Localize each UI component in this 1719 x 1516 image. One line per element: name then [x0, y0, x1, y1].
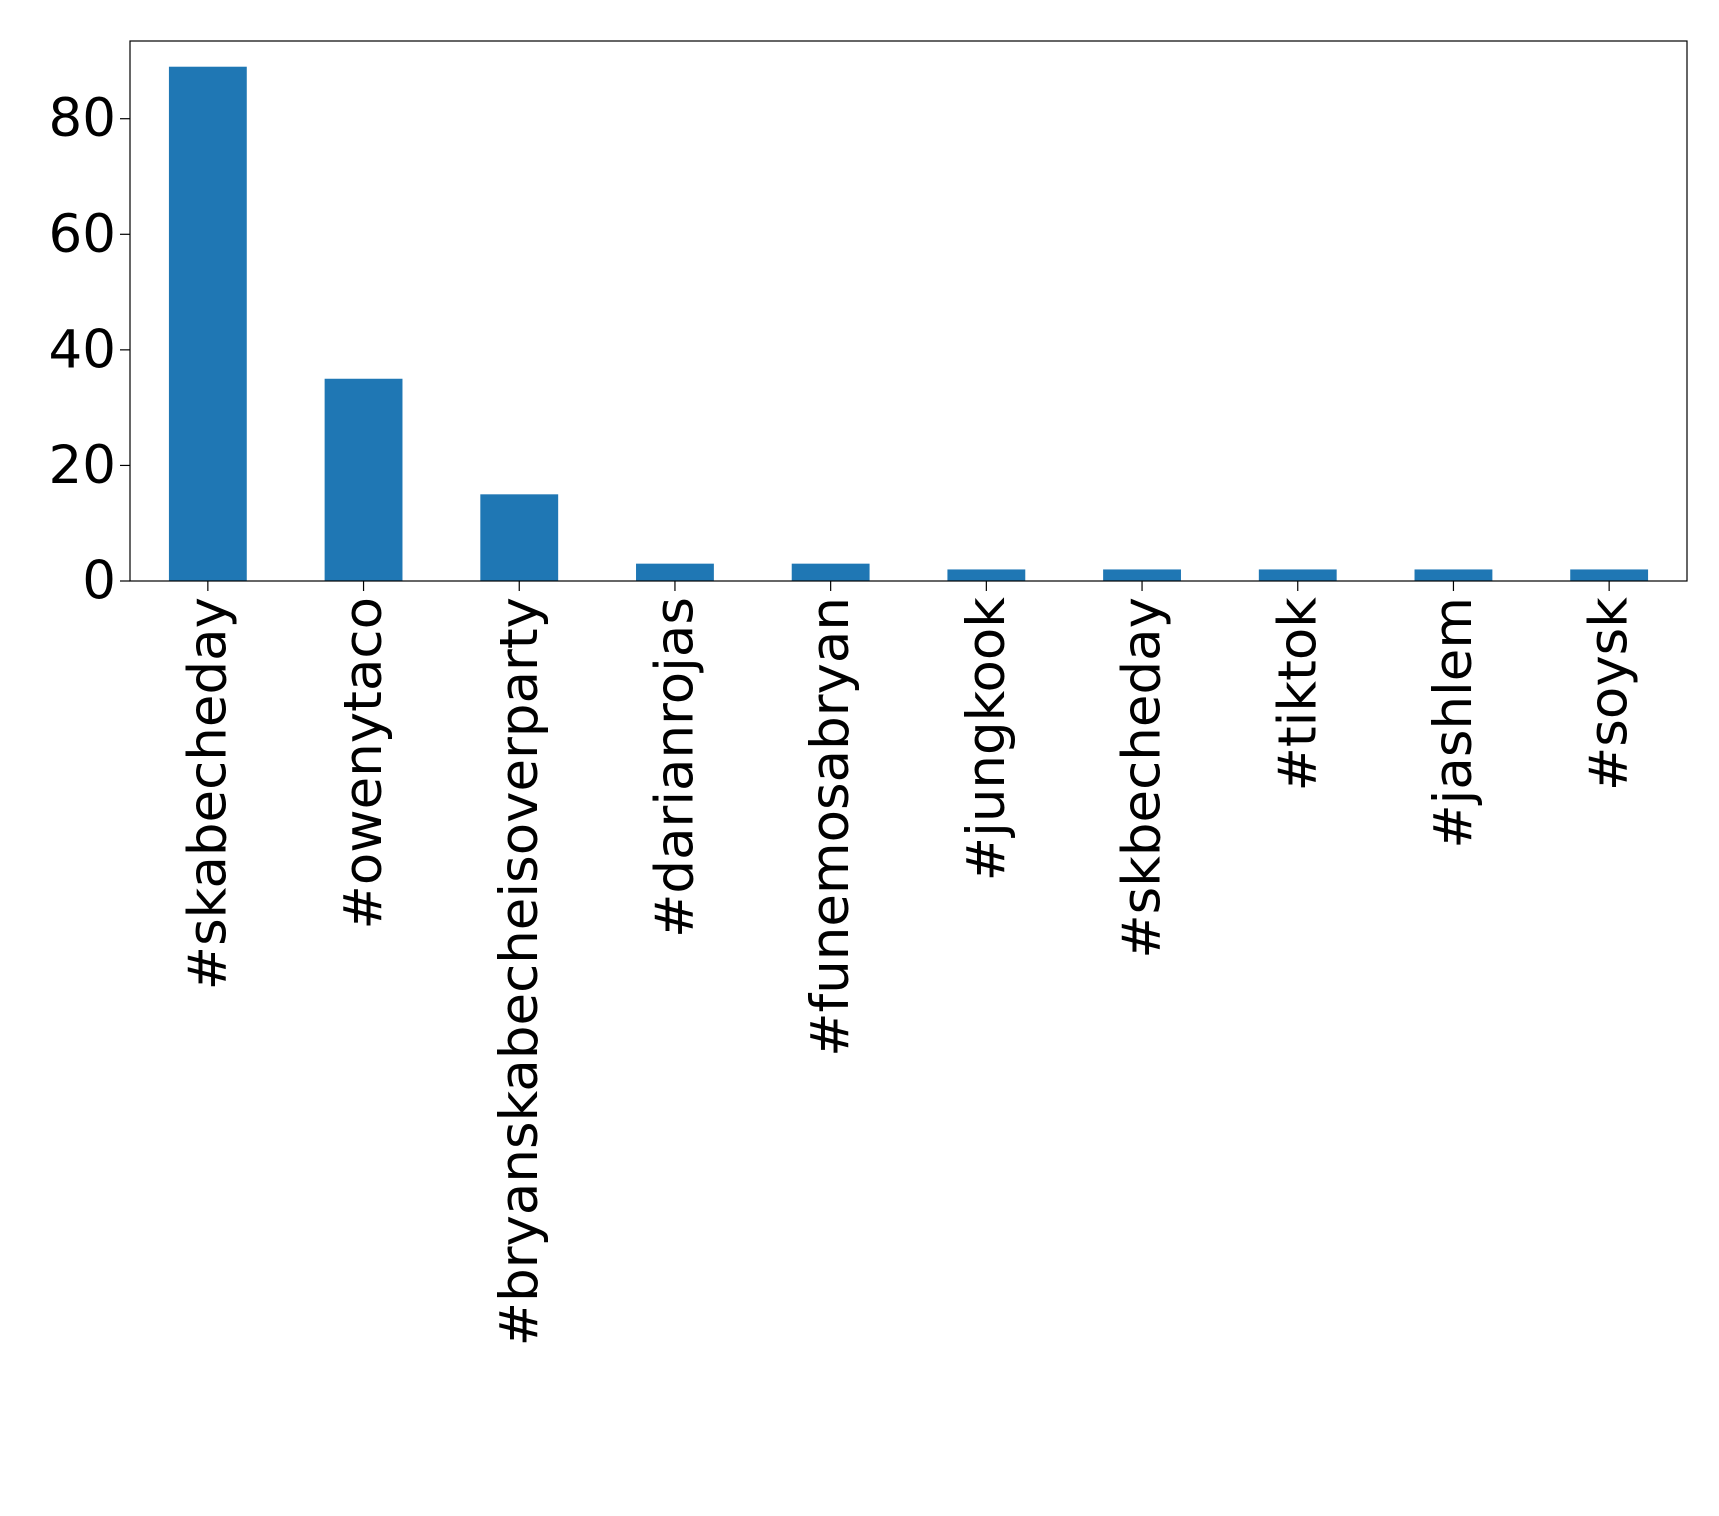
plot-frame [129, 40, 1688, 582]
bar [1258, 569, 1337, 581]
x-tick-label: #funemosabryan [800, 597, 861, 1057]
y-tick-label: 40 [49, 319, 116, 380]
x-tick-label: #owenytaco [333, 597, 394, 930]
x-tick-label: #soysk [1579, 597, 1640, 791]
bar [1414, 569, 1493, 581]
x-tick-label: #darianrojas [644, 597, 705, 938]
bar [480, 494, 559, 581]
y-tick-label: 60 [49, 204, 116, 265]
x-tick-label: #skbecheday [1112, 597, 1173, 959]
x-tick-label: #jungkook [956, 597, 1017, 882]
x-tick-label: #tiktok [1267, 597, 1328, 792]
bar [168, 66, 247, 581]
x-tick-label: #skabecheday [177, 597, 238, 990]
y-tick-label: 0 [82, 551, 116, 612]
bar [1570, 569, 1649, 581]
bar [947, 569, 1026, 581]
y-tick-label: 80 [49, 88, 116, 149]
bar [324, 378, 403, 581]
bar [636, 563, 714, 581]
x-tick-label: #jashlem [1423, 597, 1484, 849]
bar [791, 563, 870, 581]
x-tick-label: #bryanskabecheisoverparty [489, 597, 550, 1346]
y-tick-label: 20 [49, 435, 116, 496]
bar [1103, 569, 1181, 581]
